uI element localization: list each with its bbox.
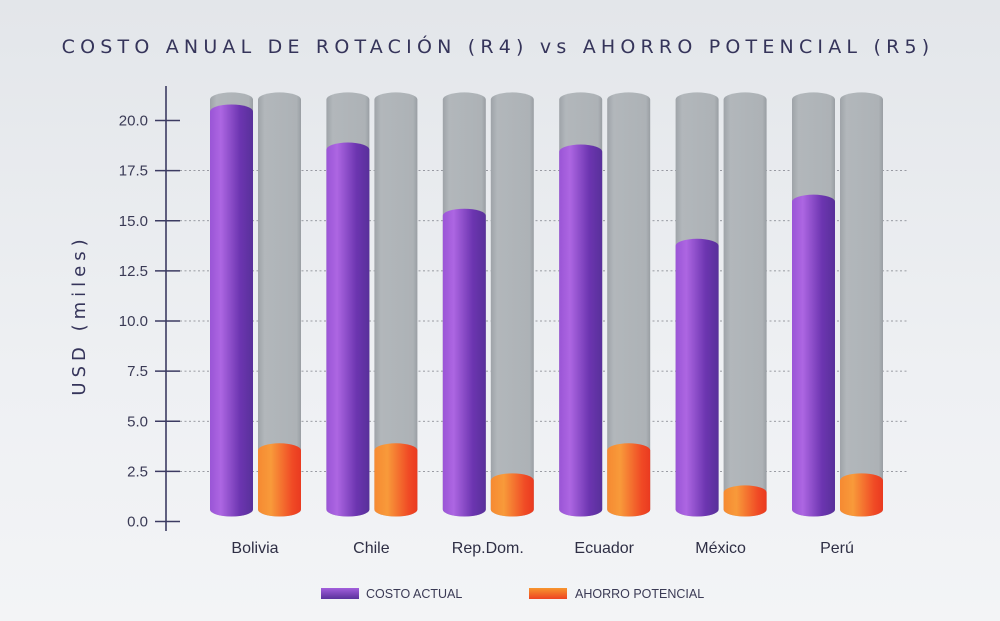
bar-costo-actual <box>792 194 835 517</box>
y-tick-label: 2.5 <box>127 463 148 480</box>
y-tick-label: 0.0 <box>127 514 148 531</box>
bar-track <box>374 92 418 517</box>
y-tick-label: 17.5 <box>119 163 148 180</box>
legend-label-ahorro-potencial: AHORRO POTENCIAL <box>575 587 704 601</box>
bar-costo-actual <box>559 144 603 517</box>
bar-costo-actual <box>675 238 719 517</box>
x-category-label: Ecuador <box>574 540 634 557</box>
bar-track <box>490 92 534 517</box>
y-tick-label: 12.5 <box>119 263 148 280</box>
bar-costo-actual <box>326 142 370 517</box>
y-tick-label: 7.5 <box>127 363 148 380</box>
bar-track <box>258 92 301 517</box>
bar-ahorro-potencial <box>723 485 767 517</box>
x-category-label: México <box>695 540 746 557</box>
y-axis-label: USD (miles) <box>69 234 90 395</box>
y-tick-label: 10.0 <box>119 313 148 330</box>
bar-track <box>723 92 767 517</box>
legend-swatch-ahorro-potencial <box>529 588 567 599</box>
y-axis: 0.0 2.5 5.0 7.5 10.0 12.5 15.0 17.5 20.0 <box>119 86 180 531</box>
bar-ahorro-potencial <box>840 473 883 517</box>
bar-track <box>840 92 883 517</box>
bar-track <box>607 92 651 517</box>
bars <box>210 92 883 517</box>
chart-title: COSTO ANUAL DE ROTACIÓN (R4) vs AHORRO P… <box>62 34 935 58</box>
x-category-label: Perú <box>820 540 854 557</box>
y-tick-label: 15.0 <box>119 213 148 230</box>
x-category-label: Rep.Dom. <box>452 540 524 557</box>
y-tick-label: 20.0 <box>119 113 148 130</box>
bar-costo-actual <box>442 208 486 517</box>
bar-costo-actual <box>210 104 253 517</box>
bar-ahorro-potencial <box>374 443 418 517</box>
x-axis-labels: Bolivia Chile Rep.Dom. Ecuador México Perú <box>231 540 853 557</box>
x-category-label: Chile <box>353 540 390 557</box>
bar-ahorro-potencial <box>607 443 651 517</box>
bar-ahorro-potencial <box>258 443 301 517</box>
y-tick-label: 5.0 <box>127 413 148 430</box>
legend-swatch-costo-actual <box>321 588 359 599</box>
bar-ahorro-potencial <box>490 473 534 517</box>
legend-label-costo-actual: COSTO ACTUAL <box>366 587 462 601</box>
legend: COSTO ACTUAL AHORRO POTENCIAL <box>321 587 704 601</box>
x-category-label: Bolivia <box>231 540 278 557</box>
